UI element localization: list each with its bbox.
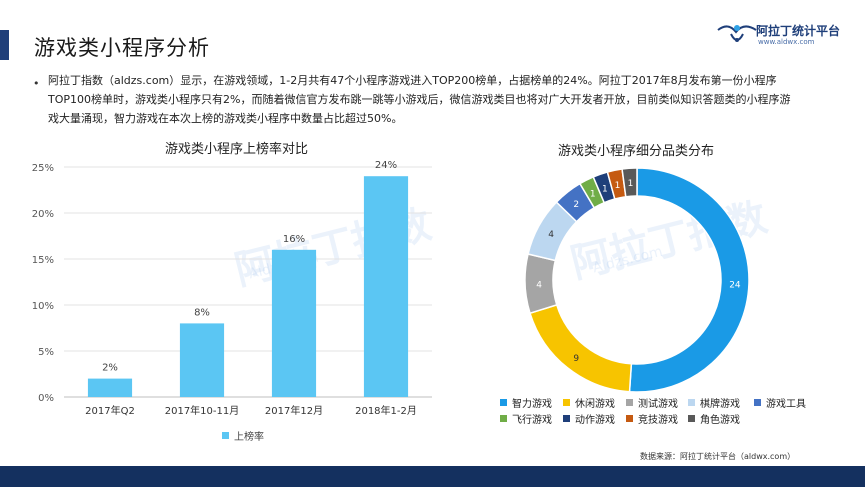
y-tick-label: 25% — [32, 163, 54, 174]
donut-data-label: 24 — [729, 280, 741, 290]
description-text: 阿拉丁指数（aldzs.com）显示，在游戏领域，1-2月共有47个小程序游戏进… — [48, 74, 791, 125]
bar-data-label: 2% — [102, 363, 118, 374]
bar-chart-legend: 上榜率 — [222, 428, 264, 443]
bar-chart-title: 游戏类小程序上榜率对比 — [165, 142, 309, 157]
logo-text: 阿拉丁统计平台 — [756, 24, 841, 38]
x-tick-label: 2017年12月 — [265, 404, 323, 417]
x-tick-label: 2017年10-11月 — [165, 404, 240, 417]
donut-legend-item: 竞技游戏 — [626, 411, 678, 426]
x-tick-label: 2018年1-2月 — [355, 404, 417, 417]
donut-slice — [628, 167, 750, 393]
donut-data-label: 2 — [573, 200, 579, 210]
donut-legend-item: 智力游戏 — [500, 395, 552, 410]
donut-legend-swatch — [500, 398, 507, 406]
donut-chart-title: 游戏类小程序细分品类分布 — [558, 144, 715, 159]
y-tick-label: 10% — [32, 301, 54, 312]
donut-legend-item: 测试游戏 — [626, 395, 678, 410]
donut-legend-label: 休闲游戏 — [575, 398, 615, 410]
brand-logo: 阿拉丁统计平台 www.aldwx.com — [716, 20, 846, 50]
bar-data-label: 16% — [283, 234, 305, 245]
logo-icon — [717, 25, 757, 42]
bar-data-label: 24% — [375, 160, 397, 171]
donut-legend-label: 游戏工具 — [766, 398, 806, 410]
donut-legend-swatch — [563, 414, 570, 422]
donut-legend-swatch — [754, 398, 761, 406]
data-source: 数据来源：阿拉丁统计平台（aldwx.com） — [640, 452, 796, 461]
donut-legend-item: 休闲游戏 — [563, 395, 615, 410]
bar — [179, 323, 225, 397]
x-tick-label: 2017年Q2 — [85, 404, 135, 417]
donut-data-label: 9 — [573, 354, 579, 364]
donut-slice — [621, 167, 638, 198]
bar-legend-label: 上榜率 — [234, 432, 264, 443]
y-tick-label: 5% — [38, 347, 54, 358]
donut-legend-swatch — [626, 398, 633, 406]
donut-legend-swatch — [688, 414, 695, 422]
donut-legend-item: 棋牌游戏 — [688, 395, 740, 410]
donut-legend-item: 角色游戏 — [688, 411, 740, 426]
donut-legend-label: 测试游戏 — [638, 398, 678, 410]
donut-legend-label: 棋牌游戏 — [700, 398, 740, 410]
donut-legend-label: 飞行游戏 — [512, 414, 552, 426]
y-tick-label: 15% — [32, 255, 54, 266]
bar — [87, 378, 133, 397]
donut-legend-swatch — [500, 414, 507, 422]
donut-legend-label: 竞技游戏 — [638, 414, 678, 426]
footer-band — [0, 466, 865, 487]
y-tick-label: 0% — [38, 393, 54, 404]
donut-legend-swatch — [688, 398, 695, 406]
donut-legend-item: 飞行游戏 — [500, 411, 552, 426]
donut-legend-label: 动作游戏 — [575, 414, 615, 426]
page-title: 游戏类小程序分析 — [34, 36, 210, 60]
bar-chart: 0% 5% 10% 15% 20% 25% 2% 2017年Q2 8% 2017年10-11月 16… — [32, 160, 432, 417]
donut-data-label: 4 — [536, 280, 542, 290]
bar-legend-swatch — [222, 432, 229, 439]
donut-legend-label: 智力游戏 — [512, 398, 552, 410]
donut-data-label: 4 — [548, 230, 554, 240]
donut-data-label: 1 — [628, 179, 634, 189]
donut-slice — [529, 303, 633, 393]
description-bullet: • — [33, 77, 40, 90]
donut-legend-swatch — [563, 398, 570, 406]
title-accent-bar — [0, 30, 9, 60]
bar-data-label: 8% — [194, 307, 210, 318]
bar — [363, 176, 409, 397]
logo-subtext: www.aldwx.com — [758, 38, 815, 46]
donut-legend-item: 动作游戏 — [563, 411, 615, 426]
donut-data-label: 1 — [590, 190, 596, 200]
donut-data-label: 1 — [615, 181, 621, 191]
y-tick-label: 20% — [32, 209, 54, 220]
donut-legend-label: 角色游戏 — [700, 414, 740, 426]
bar — [271, 249, 317, 397]
donut-data-label: 1 — [602, 184, 608, 194]
donut-legend-item: 游戏工具 — [754, 395, 806, 410]
donut-legend-swatch — [626, 414, 633, 422]
